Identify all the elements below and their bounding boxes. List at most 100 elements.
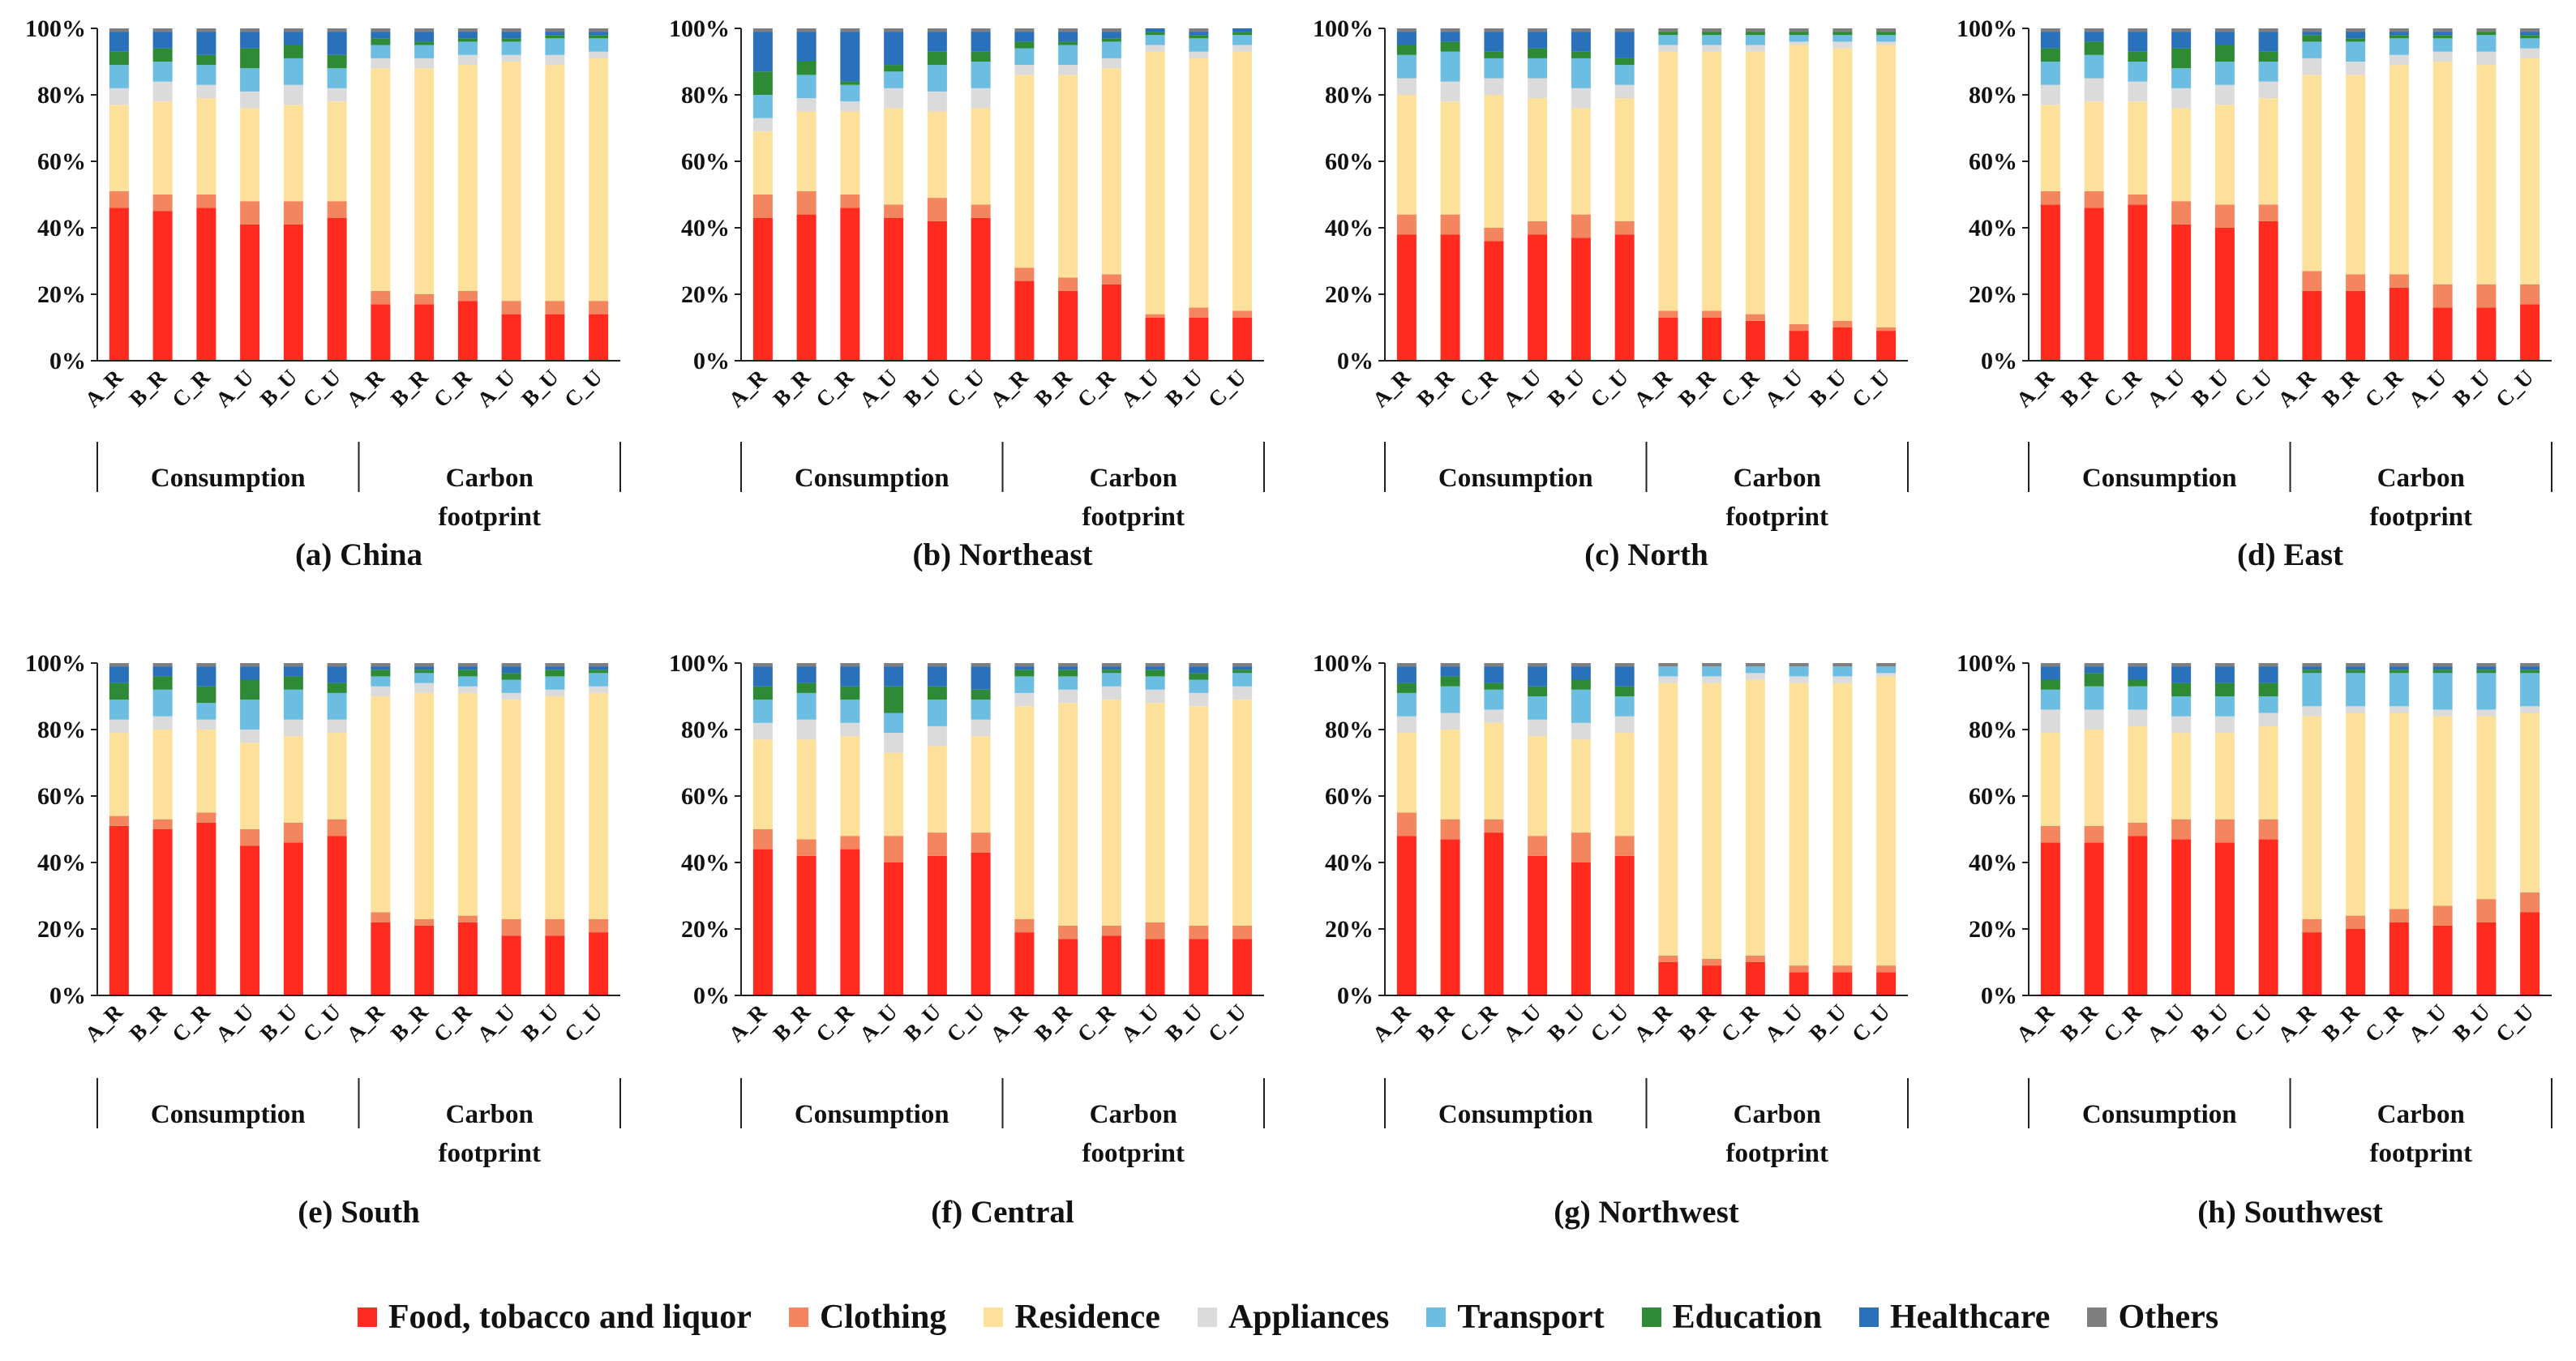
- legend-swatch: [1197, 1308, 1217, 1327]
- bar-segment-education: [1571, 679, 1591, 690]
- bar-segment-education: [927, 51, 947, 66]
- bar-segment-education: [545, 35, 565, 39]
- bar-segment-education: [1484, 51, 1504, 58]
- bar-segment-transport: [2128, 62, 2148, 82]
- bar-segment-healthcare: [1058, 666, 1078, 670]
- bar-segment-healthcare: [971, 32, 991, 52]
- y-tick-label: 80%: [37, 82, 86, 109]
- bar-segment-clothing: [1014, 918, 1035, 933]
- bar-segment-food: [2128, 836, 2148, 995]
- bar-segment-residence: [1745, 51, 1765, 315]
- x-tick-label: C_R: [429, 999, 477, 1047]
- bar-segment-transport: [1484, 689, 1504, 710]
- bar-segment-education: [109, 51, 129, 66]
- bar-segment-transport: [196, 65, 216, 85]
- bar-segment-healthcare: [1014, 32, 1035, 42]
- bar-segment-appliances: [1789, 41, 1809, 45]
- bar-segment-transport: [1571, 689, 1591, 723]
- x-tick-label: B_R: [2317, 999, 2364, 1046]
- bar-segment-others: [2520, 663, 2540, 667]
- x-tick-label: C_R: [1455, 365, 1502, 413]
- bar-segment-appliances: [152, 716, 173, 730]
- bar-segment-others: [1658, 28, 1678, 32]
- bar-segment-food: [152, 211, 173, 361]
- bar-segment-healthcare: [2520, 666, 2540, 670]
- bar-segment-food: [2389, 287, 2409, 361]
- bar-segment-clothing: [240, 201, 260, 225]
- bar-segment-others: [240, 28, 260, 32]
- bar-segment-healthcare: [1101, 32, 1121, 39]
- bar-segment-healthcare: [2214, 32, 2235, 45]
- bar-segment-education: [589, 35, 609, 39]
- bar-segment-residence: [2214, 733, 2235, 820]
- bar-segment-residence: [196, 730, 216, 813]
- bar-segment-others: [2214, 663, 2235, 667]
- bar-segment-food: [2258, 839, 2278, 995]
- x-tick-label: C_U: [1847, 999, 1894, 1046]
- bar-segment-appliances: [1571, 88, 1591, 109]
- bar-segment-education: [2040, 48, 2060, 62]
- bar-segment-transport: [2302, 673, 2322, 707]
- bar-segment-transport: [2171, 68, 2192, 88]
- bar-segment-healthcare: [1614, 32, 1635, 58]
- bar-segment-residence: [2128, 101, 2148, 195]
- bar-segment-others: [2040, 663, 2060, 667]
- bar-segment-transport: [152, 689, 173, 717]
- bar-segment-clothing: [371, 290, 391, 305]
- bar-segment-appliances: [1058, 689, 1078, 704]
- bar-segment-appliances: [2084, 709, 2104, 730]
- x-tick-label: B_R: [2056, 365, 2103, 412]
- bar-segment-education: [1614, 58, 1635, 66]
- bar-segment-others: [752, 663, 773, 667]
- bar-segment-residence: [971, 108, 991, 205]
- x-tick-label: C_U: [559, 999, 606, 1046]
- x-tick-label: A_U: [2142, 999, 2189, 1046]
- bar-segment-residence: [371, 696, 391, 913]
- bar-segment-clothing: [1101, 274, 1121, 285]
- bar-segment-education: [884, 686, 904, 713]
- x-tick-label: B_R: [1412, 365, 1459, 412]
- bar-segment-education: [1658, 32, 1678, 36]
- bar-segment-appliances: [1832, 41, 1853, 49]
- bar-segment-food: [2346, 290, 2366, 361]
- x-tick-label: B_R: [2056, 999, 2103, 1046]
- bar-segment-clothing: [283, 822, 303, 843]
- bar-segment-healthcare: [1396, 666, 1417, 683]
- bar-segment-appliances: [1189, 692, 1209, 707]
- bar-segment-others: [1145, 663, 1165, 667]
- bar-segment-food: [2171, 839, 2192, 995]
- x-tick-label: C_U: [2230, 365, 2277, 412]
- legend: Food, tobacco and liquor Clothing Residenc…: [0, 1285, 2576, 1350]
- bar-segment-transport: [196, 703, 216, 720]
- bar-segment-appliances: [927, 91, 947, 112]
- bar-segment-others: [501, 28, 521, 32]
- bar-segment-food: [2432, 925, 2453, 995]
- bar-segment-food: [1658, 962, 1678, 995]
- x-tick-label: B_R: [1030, 365, 1077, 412]
- bar-segment-residence: [1614, 98, 1635, 221]
- bar-segment-others: [414, 663, 435, 667]
- legend-label: Residence: [1014, 1299, 1160, 1336]
- bar-segment-others: [2084, 28, 2104, 32]
- bar-segment-clothing: [2171, 819, 2192, 840]
- x-tick-label: C_U: [2491, 365, 2538, 412]
- bar-segment-others: [1876, 663, 1897, 667]
- bar-segment-appliances: [1058, 65, 1078, 75]
- bar-segment-appliances: [1396, 716, 1417, 734]
- bar-segment-appliances: [2258, 81, 2278, 99]
- bar-segment-others: [1745, 28, 1765, 32]
- bar-segment-healthcare: [152, 32, 173, 49]
- bar-segment-transport: [1396, 54, 1417, 79]
- bar-segment-education: [1145, 32, 1165, 36]
- bar-segment-residence: [1832, 48, 1853, 321]
- bar-segment-residence: [1396, 95, 1417, 215]
- bar-segment-appliances: [109, 88, 129, 105]
- bar-segment-residence: [2084, 101, 2104, 191]
- y-tick-label: 20%: [1325, 281, 1374, 308]
- bar-segment-education: [752, 71, 773, 95]
- y-tick-label: 0%: [1337, 348, 1374, 374]
- bar-segment-residence: [2476, 716, 2497, 900]
- bar-segment-others: [501, 663, 521, 667]
- y-tick-label: 40%: [37, 850, 86, 876]
- bar-segment-others: [2128, 28, 2148, 32]
